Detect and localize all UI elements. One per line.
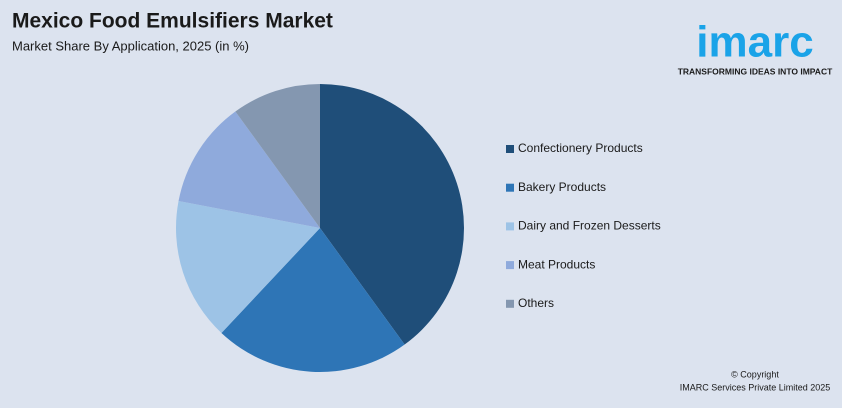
pie-slice xyxy=(175,201,320,333)
legend-label: Confectionery Products xyxy=(518,141,643,155)
pie-slice xyxy=(221,228,405,373)
chart-subtitle: Market Share By Application, 2025 (in %) xyxy=(12,38,249,53)
legend-swatch xyxy=(506,145,514,153)
legend-label: Bakery Products xyxy=(518,180,606,194)
pie-slice xyxy=(178,111,320,228)
logo: imarc xyxy=(696,18,813,67)
legend-swatch xyxy=(506,261,514,270)
copyright: © Copyright xyxy=(731,369,779,379)
legend-swatch xyxy=(506,299,514,308)
chart-title: Mexico Food Emulsifiers Market xyxy=(12,10,333,33)
legend-label: Meat Products xyxy=(518,257,595,271)
logo-tagline: TRANSFORMING IDEAS INTO IMPACT xyxy=(678,66,833,76)
legend-swatch xyxy=(506,183,514,192)
copyright: IMARC Services Private Limited 2025 xyxy=(680,382,831,392)
pie-slice xyxy=(320,84,465,345)
legend-swatch xyxy=(506,222,514,231)
legend-label: Others xyxy=(518,296,554,310)
pie-slice xyxy=(235,84,320,228)
legend-label: Dairy and Frozen Desserts xyxy=(518,219,661,233)
